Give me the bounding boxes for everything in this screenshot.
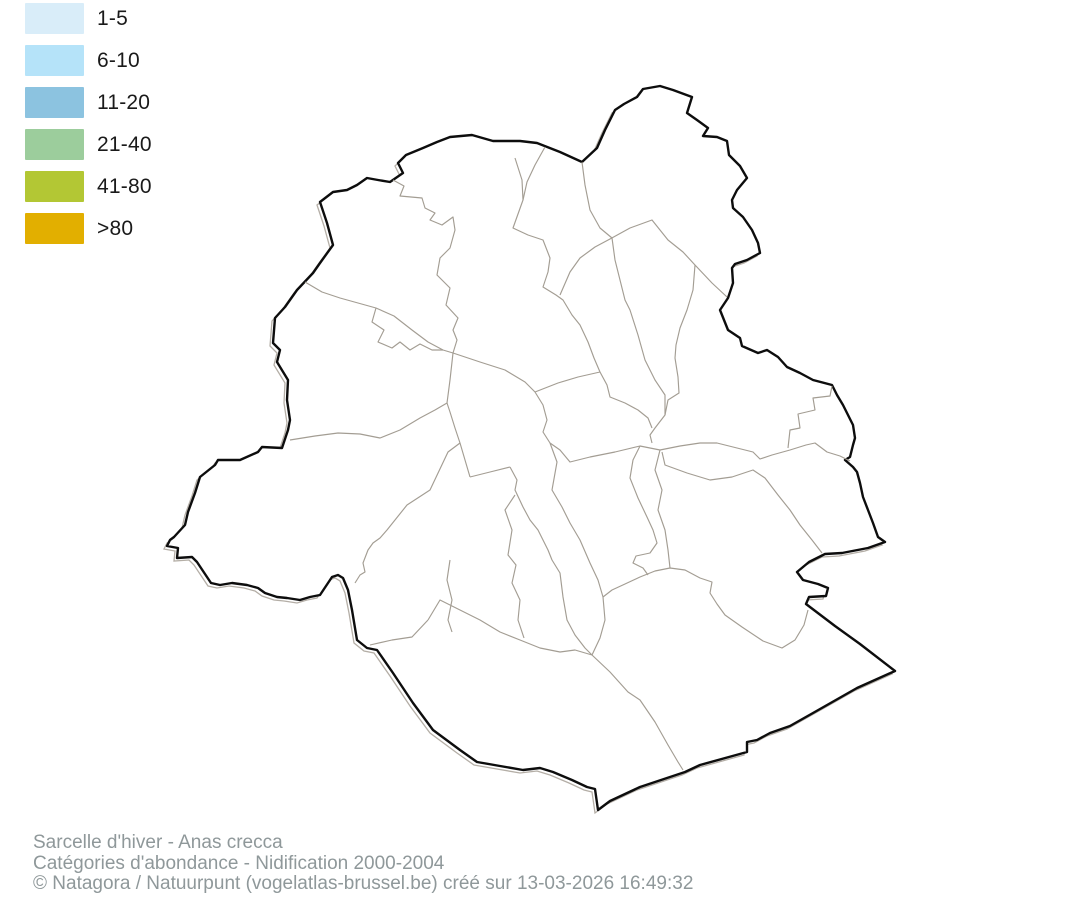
commune-boundary [509, 466, 593, 656]
commune-boundary [581, 161, 666, 444]
commune-boundary [354, 442, 461, 584]
legend-item-41-80: 41-80 [25, 171, 152, 202]
commune-boundary [787, 385, 833, 449]
caption-species-title: Sarcelle d'hiver - Anas crecca [33, 832, 283, 853]
commune-boundary [369, 619, 429, 646]
legend-swatch [25, 213, 84, 244]
legend-swatch [25, 87, 84, 118]
commune-boundary [392, 179, 459, 354]
commune-boundary [512, 157, 653, 429]
legend-item-21-40: 21-40 [25, 129, 152, 160]
commune-boundary [629, 445, 658, 576]
legend-label: 6-10 [97, 48, 140, 72]
legend-item-11-20: 11-20 [25, 87, 152, 118]
caption-subtitle: Catégories d'abondance - Nidification 20… [33, 852, 445, 874]
commune-boundary [591, 654, 684, 771]
legend-swatch [25, 3, 84, 34]
commune-boundary [559, 219, 728, 298]
commune-boundary [534, 371, 601, 393]
legend-label: >80 [97, 216, 134, 240]
legend-label: 41-80 [97, 174, 152, 198]
commune-boundary [504, 494, 525, 639]
legend-item->80: >80 [25, 213, 152, 244]
legend-label: 21-40 [97, 132, 152, 156]
legend-label: 1-5 [97, 6, 128, 30]
legend-item-6-10: 6-10 [25, 45, 152, 76]
region-outline [165, 84, 897, 812]
commune-boundary [427, 599, 593, 656]
legend-item-1-5: 1-5 [25, 3, 152, 34]
commune-boundary [304, 281, 454, 354]
commune-boundary [446, 559, 453, 633]
legend-label: 11-20 [97, 90, 151, 114]
commune-boundary [522, 146, 546, 201]
legend-swatch [25, 171, 84, 202]
commune-boundary [469, 466, 511, 478]
commune-boundary [549, 442, 851, 463]
map-caption: Sarcelle d'hiver - Anas crecca Catégorie… [33, 832, 694, 895]
commune-boundary [664, 264, 696, 416]
abundance-legend: 1-5 6-10 11-20 21-40 41-80 >80 [25, 3, 152, 255]
commune-boundary [661, 451, 823, 554]
commune-boundaries [289, 146, 851, 771]
legend-swatch [25, 45, 84, 76]
commune-boundary [602, 567, 809, 649]
caption-credit: © Natagora / Natuurpunt (vogelatlas-brus… [33, 873, 694, 894]
commune-boundary [289, 352, 454, 441]
commune-boundary [654, 449, 671, 569]
commune-boundary [446, 402, 471, 478]
legend-swatch [25, 129, 84, 160]
commune-boundary [371, 307, 443, 351]
commune-boundary [549, 442, 606, 656]
